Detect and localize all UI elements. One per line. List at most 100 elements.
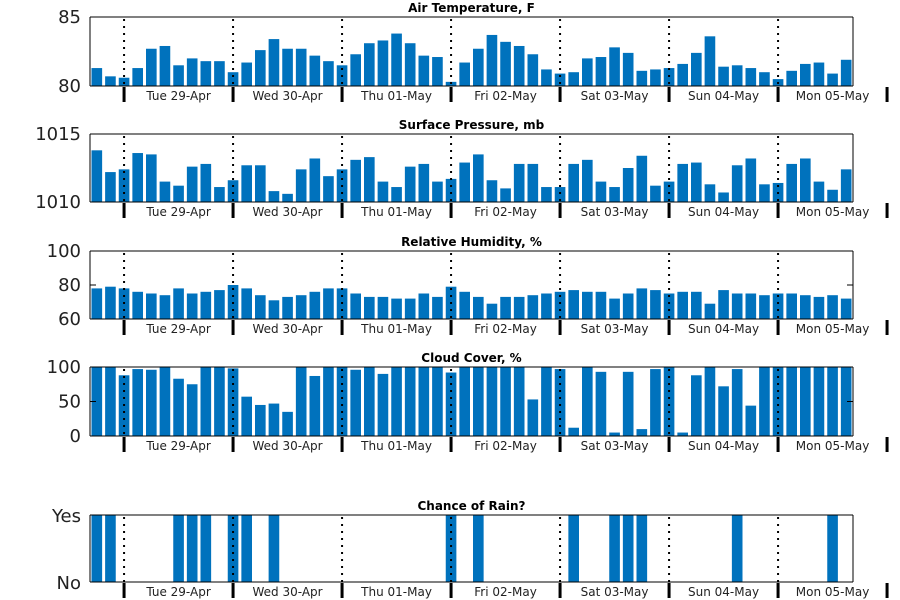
bar xyxy=(609,298,620,319)
bar xyxy=(146,154,157,202)
bar xyxy=(459,367,470,436)
bar xyxy=(800,158,811,202)
bar xyxy=(350,293,361,319)
bar xyxy=(473,48,484,86)
day-tick xyxy=(340,437,344,452)
bar xyxy=(214,61,225,86)
bar xyxy=(159,367,171,436)
day-tick xyxy=(885,203,889,218)
bar xyxy=(718,66,729,86)
day-tick xyxy=(776,583,780,598)
ytick-label: 85 xyxy=(58,7,81,28)
day-tick xyxy=(340,583,344,598)
day-label: Tue 29-Apr xyxy=(145,205,210,219)
bar xyxy=(582,159,593,202)
bar xyxy=(282,48,293,86)
ytick-label: Yes xyxy=(51,506,81,527)
bar xyxy=(173,288,184,319)
day-tick xyxy=(122,203,126,218)
day-tick xyxy=(449,320,453,335)
bar xyxy=(786,163,797,202)
bar xyxy=(473,515,484,582)
bar xyxy=(200,61,212,86)
bar xyxy=(718,192,729,202)
ytick-label: 80 xyxy=(58,275,81,296)
bar xyxy=(241,62,252,86)
day-tick xyxy=(885,437,889,452)
day-label: Thu 01-May xyxy=(360,322,432,336)
bar xyxy=(677,163,688,202)
bar xyxy=(227,180,239,202)
bar xyxy=(268,191,280,202)
bar xyxy=(364,43,375,86)
bar xyxy=(663,293,675,319)
bar xyxy=(404,43,416,86)
day-tick xyxy=(122,583,126,598)
bar xyxy=(527,399,539,436)
day-label: Fri 02-May xyxy=(474,585,537,599)
bar xyxy=(513,163,525,202)
bar xyxy=(772,367,784,436)
bar xyxy=(404,367,416,436)
bar xyxy=(364,157,375,202)
bar xyxy=(227,368,239,436)
bar xyxy=(159,45,171,86)
bar xyxy=(527,295,539,319)
bar xyxy=(227,72,239,86)
bar xyxy=(772,293,784,319)
bar xyxy=(282,296,293,319)
bar xyxy=(132,153,143,202)
bar xyxy=(186,166,198,202)
bar xyxy=(323,288,334,319)
day-label: Sun 04-May xyxy=(688,205,759,219)
bar xyxy=(677,291,688,319)
bar xyxy=(418,55,430,86)
bar xyxy=(813,62,825,86)
bar xyxy=(255,404,266,436)
day-label: Thu 01-May xyxy=(360,89,432,103)
ytick-label: 1015 xyxy=(35,124,81,145)
day-tick xyxy=(558,583,562,598)
bar xyxy=(595,371,607,436)
bar xyxy=(227,515,239,582)
bar xyxy=(500,296,511,319)
day-label: Mon 05-May xyxy=(796,322,870,336)
ytick-label: 0 xyxy=(70,426,81,447)
day-label: Tue 29-Apr xyxy=(145,322,210,336)
day-label: Mon 05-May xyxy=(796,439,870,453)
day-tick xyxy=(122,87,126,102)
bar xyxy=(186,384,198,436)
day-tick xyxy=(776,320,780,335)
bar xyxy=(731,369,743,436)
bar xyxy=(200,291,212,319)
bar xyxy=(582,367,593,436)
bar xyxy=(731,293,743,319)
bar xyxy=(173,65,184,86)
day-label: Fri 02-May xyxy=(474,205,537,219)
bar xyxy=(568,515,579,582)
bar xyxy=(827,515,838,582)
bar xyxy=(786,293,797,319)
bar xyxy=(745,293,757,319)
bar xyxy=(568,290,579,319)
bar xyxy=(691,52,702,86)
day-label: Sat 03-May xyxy=(581,439,649,453)
bar xyxy=(364,296,375,319)
bar xyxy=(704,36,716,86)
day-tick xyxy=(558,320,562,335)
bar xyxy=(650,290,661,319)
day-tick xyxy=(776,87,780,102)
bar xyxy=(268,403,280,436)
day-label: Wed 30-Apr xyxy=(253,89,323,103)
bar xyxy=(636,155,648,202)
bar xyxy=(309,375,321,436)
bar xyxy=(609,47,620,86)
panel-2: Surface Pressure, mb 1010 1015 Tue 29-Apr We… xyxy=(35,118,889,219)
bar xyxy=(800,63,811,86)
ytick-label: 60 xyxy=(58,309,81,330)
bar xyxy=(486,367,498,436)
bar xyxy=(432,181,443,202)
bar xyxy=(568,427,579,436)
day-label: Sat 03-May xyxy=(581,205,649,219)
day-tick xyxy=(449,437,453,452)
